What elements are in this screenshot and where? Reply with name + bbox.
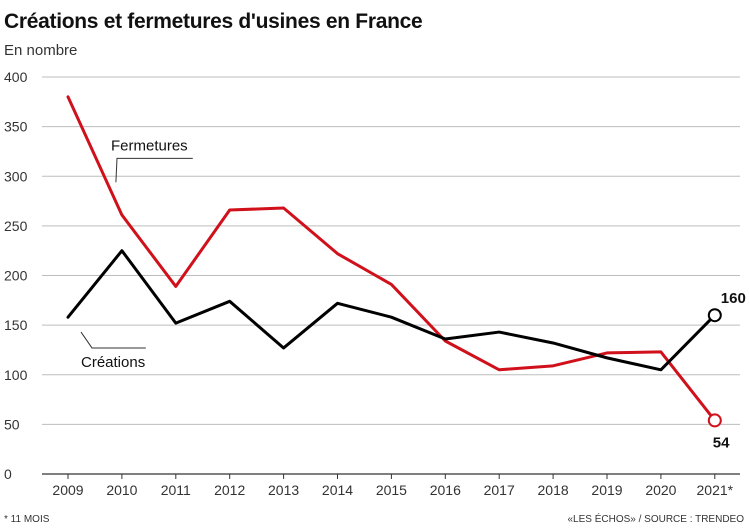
x-tick-label: 2013 <box>268 482 299 498</box>
creations-label: Créations <box>81 354 145 371</box>
series-callouts: Fermetures Créations <box>80 137 193 371</box>
x-tick-label: 2014 <box>322 482 353 498</box>
y-tick-label: 400 <box>4 69 28 85</box>
chart-subtitle: En nombre <box>4 42 78 59</box>
creations-leader <box>80 331 146 349</box>
creations-end-marker <box>707 308 722 323</box>
footnote: * 11 MOIS <box>4 514 50 525</box>
y-tick-label: 0 <box>4 466 12 482</box>
chart-title: Créations et fermetures d'usines en Fran… <box>4 10 423 33</box>
x-tick-label: 2019 <box>591 482 622 498</box>
y-tick-label: 300 <box>4 168 28 184</box>
y-tick-label: 150 <box>4 317 28 333</box>
x-axis-ticks: 2009 2010 2011 2012 2013 2014 2015 2016 2017 2018… <box>52 474 734 498</box>
y-tick-label: 350 <box>4 119 28 135</box>
source-credit: «LES ÉCHOS» / SOURCE : TRENDEO <box>567 514 744 525</box>
fermetures-label: Fermetures <box>111 137 188 154</box>
x-tick-label: 2011 <box>161 482 191 498</box>
x-tick-label: 2010 <box>106 482 137 498</box>
y-axis-ticks: 0 50 100 150 200 250 300 350 400 <box>4 69 28 482</box>
series-lines <box>66 95 717 422</box>
x-tick-label: 2017 <box>484 482 515 498</box>
gridlines <box>42 76 740 475</box>
end-markers: 160 54 <box>707 290 746 451</box>
x-tick-label: 2018 <box>538 482 569 498</box>
fermetures-end-marker <box>707 413 722 428</box>
x-tick-label: 2016 <box>430 482 461 498</box>
creations-end-label: 160 <box>721 290 746 307</box>
y-tick-label: 250 <box>4 218 28 234</box>
fermetures-end-label: 54 <box>713 434 730 451</box>
y-tick-label: 100 <box>4 367 28 383</box>
fermetures-leader <box>115 157 193 183</box>
y-tick-label: 200 <box>4 268 28 284</box>
x-tick-label: 2012 <box>214 482 245 498</box>
x-tick-label: 2009 <box>52 482 83 498</box>
x-tick-label: 2020 <box>645 482 676 498</box>
x-tick-label: 2015 <box>376 482 407 498</box>
y-tick-label: 50 <box>4 416 20 432</box>
x-tick-label: 2021* <box>697 482 734 498</box>
